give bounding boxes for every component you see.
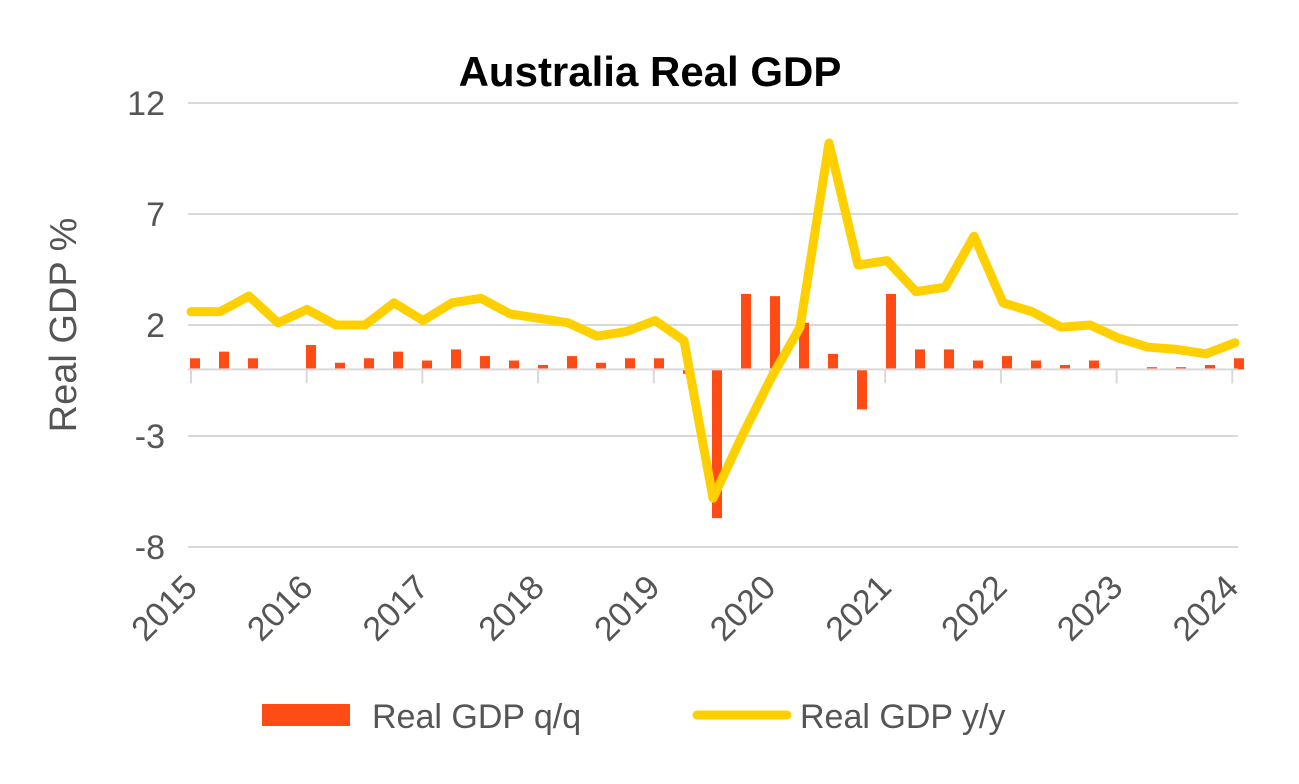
y-tick-label: -3	[135, 418, 165, 456]
y-tick-label: 12	[127, 85, 165, 123]
bar	[1031, 360, 1041, 370]
bar	[480, 356, 490, 370]
x-tick-label: 2023	[1050, 568, 1130, 648]
x-tick-label: 2022	[934, 568, 1014, 648]
bar	[1060, 364, 1070, 370]
x-tick-label: 2019	[587, 568, 667, 648]
bar	[770, 296, 780, 370]
bar	[741, 293, 751, 370]
bar	[509, 360, 519, 370]
bar	[190, 358, 200, 370]
x-tick-label: 2016	[240, 568, 320, 648]
line-series-yy	[186, 138, 1240, 503]
bar	[248, 358, 258, 370]
bar	[799, 322, 809, 370]
y-tick-label: -8	[135, 529, 165, 567]
legend: Real GDP q/q Real GDP y/y	[262, 698, 1005, 736]
bar	[596, 362, 606, 370]
bar	[451, 349, 461, 370]
y-tick-label: 2	[146, 307, 165, 345]
y-tick-label: 7	[146, 196, 165, 234]
x-tick-label: 2024	[1166, 568, 1246, 648]
bar	[625, 358, 635, 370]
bar	[857, 369, 867, 410]
bar	[915, 349, 925, 370]
bar	[886, 293, 896, 370]
bar	[973, 360, 983, 370]
bar	[538, 364, 548, 370]
bar	[219, 351, 229, 370]
bar	[654, 358, 664, 370]
bar	[393, 351, 403, 370]
bar	[828, 353, 838, 370]
bar	[1234, 358, 1244, 370]
y-axis-label: Real GDP %	[43, 218, 85, 433]
chart-title: Australia Real GDP	[459, 48, 842, 95]
bar	[422, 360, 432, 370]
legend-label-yy: Real GDP y/y	[800, 698, 1005, 736]
legend-label-qq: Real GDP q/q	[372, 698, 581, 736]
bar	[712, 369, 722, 519]
bar	[1147, 367, 1157, 370]
x-tick-label: 2017	[356, 568, 436, 648]
bar	[1089, 360, 1099, 370]
x-tick-label: 2020	[703, 568, 783, 648]
bar	[567, 356, 577, 370]
bar	[1205, 364, 1215, 370]
bar	[306, 344, 316, 370]
bar	[364, 358, 374, 370]
x-tick-label: 2021	[819, 568, 899, 648]
legend-swatch-qq	[262, 704, 350, 726]
bar	[335, 362, 345, 370]
bar	[944, 349, 954, 370]
x-tick-label: 2018	[471, 568, 551, 648]
x-tick-label: 2015	[124, 568, 204, 648]
bar	[1002, 356, 1012, 370]
bar	[1176, 367, 1186, 370]
